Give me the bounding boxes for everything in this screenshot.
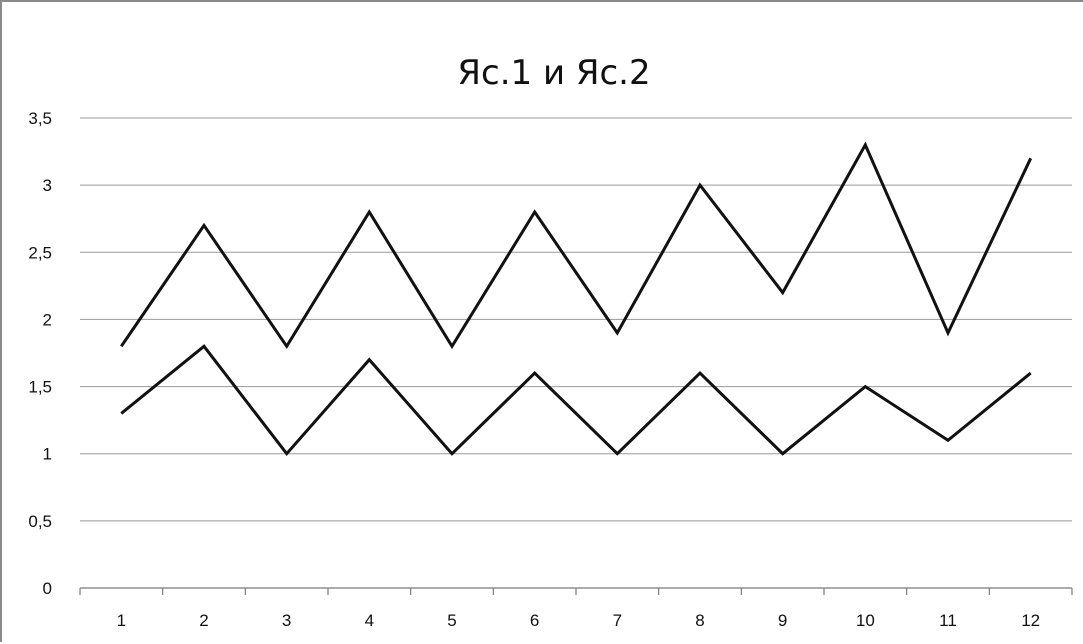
x-tick-label: 10 [856,611,875,630]
y-tick-label: 1,5 [28,378,52,397]
y-tick-label: 2 [43,310,52,329]
x-tick-label: 12 [1021,611,1040,630]
x-tick-label: 4 [365,611,374,630]
x-tick-label: 7 [613,611,622,630]
y-tick-label: 3 [43,176,52,195]
y-tick-label: 0 [43,579,52,598]
x-tick-label: 8 [695,611,704,630]
x-tick-label: 11 [939,611,957,630]
gridlines [80,117,1072,522]
y-axis-tick-labels: 0 0,5 1 1,5 2 2,5 3 3,5 [28,109,52,598]
x-tick-label: 2 [199,611,208,630]
series-line-1 [120,141,1033,350]
x-axis [79,587,1073,595]
x-tick-label: 1 [117,611,126,630]
chart-title: Яс.1 и Яс.2 [457,53,650,93]
x-tick-label: 6 [530,611,539,630]
series-line-2 [120,344,1032,457]
x-tick-label: 5 [447,611,456,630]
x-tick-label: 3 [282,611,291,630]
y-tick-label: 3,5 [28,109,52,128]
x-tick-label: 9 [778,611,787,630]
x-axis-tick-labels: 1 2 3 4 5 6 7 8 9 10 11 12 [117,611,1041,630]
y-tick-label: 2,5 [28,243,52,262]
series-lines [120,141,1033,457]
y-tick-label: 0,5 [28,512,52,531]
y-tick-label: 1 [43,445,52,464]
